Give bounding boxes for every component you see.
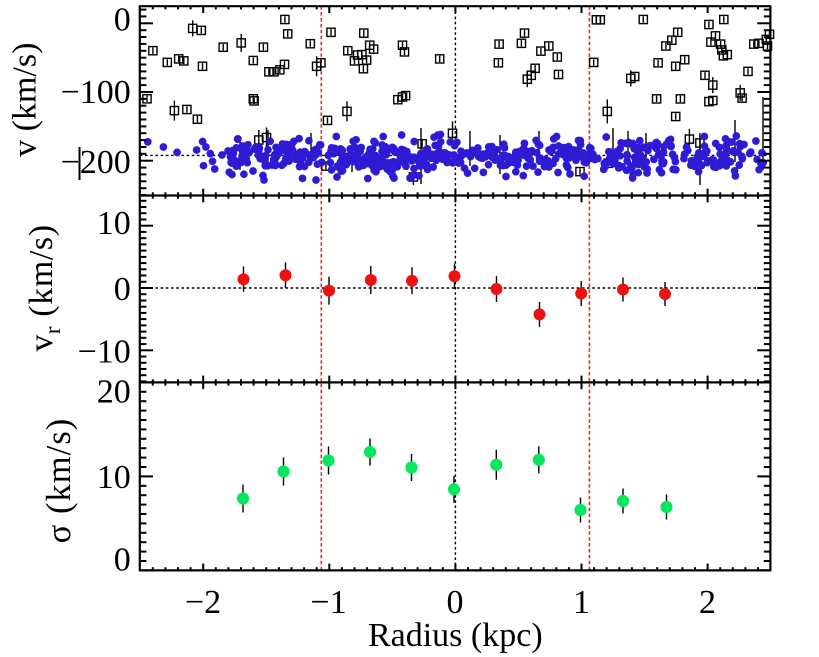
svg-text:−2: −2	[185, 584, 221, 621]
svg-text:−100: −100	[61, 74, 131, 111]
svg-text:10: 10	[97, 205, 131, 242]
svg-text:10: 10	[97, 459, 131, 496]
svg-text:1: 1	[573, 584, 590, 621]
svg-text:0: 0	[447, 584, 464, 621]
svg-text:−200: −200	[61, 144, 131, 181]
svg-text:−10: −10	[78, 333, 131, 370]
svg-text:Radius (kpc): Radius (kpc)	[368, 617, 543, 654]
svg-text:0: 0	[114, 2, 131, 39]
svg-text:0: 0	[114, 271, 131, 308]
svg-text:2: 2	[699, 584, 716, 621]
svg-text:−1: −1	[310, 584, 346, 621]
svg-text:0: 0	[114, 541, 131, 578]
svg-text:vr (km/s): vr (km/s)	[23, 224, 65, 351]
svg-text:σ (km/s): σ (km/s)	[40, 418, 78, 544]
svg-text:20: 20	[97, 374, 131, 411]
svg-text:v (km/s): v (km/s)	[7, 43, 44, 157]
